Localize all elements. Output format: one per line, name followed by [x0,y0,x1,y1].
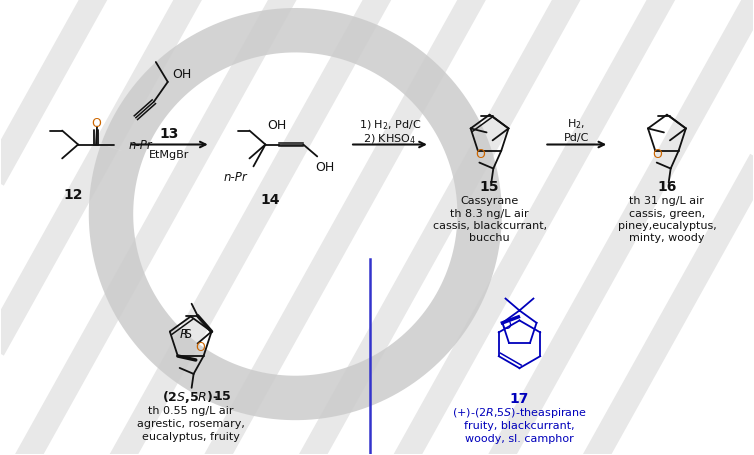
Text: Pd/C: Pd/C [563,132,589,142]
Text: OH: OH [172,68,192,81]
Text: $\mathbf{15}$: $\mathbf{15}$ [213,389,232,403]
Text: agrestic, rosemary,: agrestic, rosemary, [136,418,244,428]
Text: woody, sl. camphor: woody, sl. camphor [465,433,574,443]
Text: n-Pr: n-Pr [129,139,152,152]
Text: 13: 13 [159,126,179,140]
Text: OH: OH [316,161,335,173]
Text: th 0.55 ng/L air: th 0.55 ng/L air [148,405,234,415]
Text: 17: 17 [510,391,529,405]
Text: th 8.3 ng/L air: th 8.3 ng/L air [450,209,529,218]
Text: n-Pr: n-Pr [224,171,247,183]
Text: 16: 16 [657,180,676,194]
Text: 2) KHSO$_4$: 2) KHSO$_4$ [363,132,416,146]
Text: 1) H$_2$, Pd/C: 1) H$_2$, Pd/C [359,119,421,132]
Text: O: O [475,148,485,161]
Text: 12: 12 [63,188,83,202]
Text: O: O [501,318,511,332]
Text: (2$\mathit{S}$,5$\mathit{R}$)-: (2$\mathit{S}$,5$\mathit{R}$)- [162,388,219,404]
Text: 15: 15 [480,180,499,194]
Text: H$_2$,: H$_2$, [567,116,585,130]
Text: piney,eucalyptus,: piney,eucalyptus, [618,221,716,231]
Text: O: O [196,340,206,353]
Text: bucchu: bucchu [469,233,510,243]
Text: (+)-(2$\mathit{R}$,5$\mathit{S}$)-theaspirane: (+)-(2$\mathit{R}$,5$\mathit{S}$)-theasp… [452,405,587,419]
Text: O: O [91,117,101,130]
Text: cassis, green,: cassis, green, [629,209,705,218]
Text: th 31 ng/L air: th 31 ng/L air [630,196,704,206]
Text: minty, woody: minty, woody [629,233,705,243]
Text: OH: OH [268,119,287,132]
Text: R: R [179,327,188,340]
Text: fruity, blackcurrant,: fruity, blackcurrant, [464,420,575,430]
Text: S: S [182,327,191,340]
Text: cassis, blackcurrant,: cassis, blackcurrant, [433,221,547,231]
Text: Cassyrane: Cassyrane [461,196,519,206]
Text: EtMgBr: EtMgBr [149,150,189,160]
Text: 14: 14 [261,193,280,207]
Text: O: O [652,148,662,161]
Text: eucalyptus, fruity: eucalyptus, fruity [142,431,240,441]
